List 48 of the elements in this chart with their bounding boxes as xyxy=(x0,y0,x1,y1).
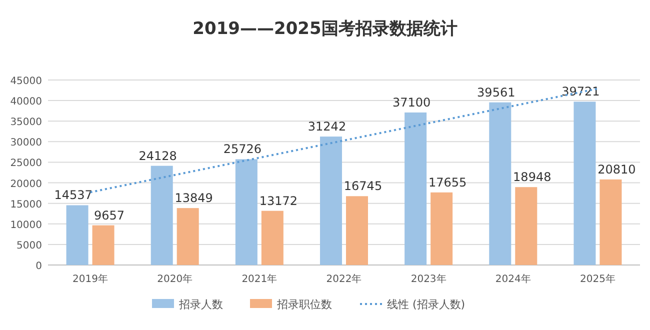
x-tick-label: 2019年 xyxy=(72,273,108,285)
data-label: 39561 xyxy=(477,85,516,100)
bar xyxy=(176,208,199,265)
data-label: 31242 xyxy=(308,120,346,134)
data-label: 13849 xyxy=(174,191,213,206)
y-tick-label: 45000 xyxy=(10,76,42,87)
bar xyxy=(600,179,622,265)
bar xyxy=(66,205,88,265)
data-label: 24128 xyxy=(138,148,177,163)
chart-title: 2019——2025国考招录数据统计 xyxy=(192,19,458,39)
x-tick-label: 2024年 xyxy=(495,273,531,285)
y-tick-label: 0 xyxy=(36,261,42,272)
y-tick-label: 40000 xyxy=(10,96,42,108)
data-label: 16745 xyxy=(344,179,382,194)
data-label: 13172 xyxy=(259,194,298,208)
bar xyxy=(404,112,427,265)
y-tick-label: 15000 xyxy=(10,199,42,210)
bar xyxy=(430,192,453,265)
data-label: 9657 xyxy=(94,208,125,222)
bar xyxy=(346,196,368,265)
bar xyxy=(489,102,512,265)
bar xyxy=(235,159,258,265)
data-label: 25726 xyxy=(223,142,262,156)
legend-label: 线性 (招录人数) xyxy=(387,298,466,311)
data-label: 18948 xyxy=(513,170,552,184)
y-tick-label: 10000 xyxy=(10,220,42,231)
bar xyxy=(150,166,173,265)
y-tick-label: 20000 xyxy=(10,178,42,190)
y-tick-label: 35000 xyxy=(10,117,42,128)
x-tick-label: 2022年 xyxy=(326,273,362,285)
legend-label: 招录人数 xyxy=(178,298,223,311)
data-label: 37100 xyxy=(392,95,431,110)
x-tick-label: 2021年 xyxy=(242,273,278,285)
data-label: 14537 xyxy=(54,188,92,202)
y-tick-label: 5000 xyxy=(16,240,42,252)
bar xyxy=(261,210,284,265)
data-label: 20810 xyxy=(598,162,636,176)
legend-label: 招录职位数 xyxy=(276,298,332,311)
y-tick-label: 25000 xyxy=(10,158,42,170)
x-tick-label: 2023年 xyxy=(410,273,446,285)
bar xyxy=(574,102,596,265)
y-tick-label: 30000 xyxy=(10,138,42,149)
x-tick-label: 2025年 xyxy=(580,273,616,285)
bar xyxy=(92,225,114,265)
bar xyxy=(320,136,342,265)
x-tick-label: 2020年 xyxy=(157,273,193,285)
bar xyxy=(515,187,538,265)
data-label: 17655 xyxy=(428,175,467,190)
